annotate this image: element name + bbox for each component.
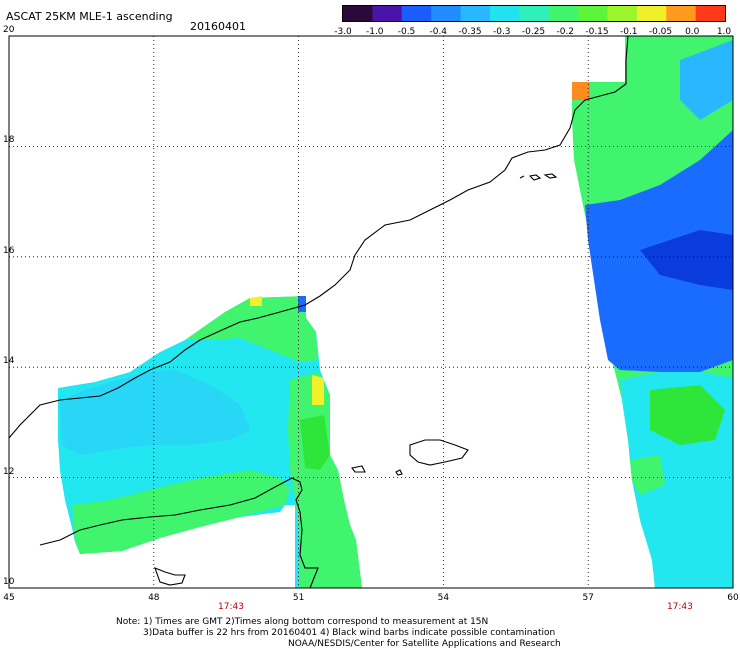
- color-scale-label: 1.0: [716, 27, 732, 37]
- longitude-label: 51: [292, 593, 305, 603]
- color-scale-label: -0.05: [648, 27, 673, 37]
- color-scale-label: -0.2: [556, 27, 575, 37]
- western-swath: [58, 296, 362, 588]
- arabian-coastline: [8, 35, 629, 439]
- color-scale-swatch: [519, 6, 550, 21]
- color-scale-swatch: [636, 6, 667, 21]
- latitude-label: 10: [3, 577, 15, 587]
- latitude-label: 18: [3, 135, 15, 146]
- note-line-2: 3)Data buffer is 22 hrs from 20160401 4)…: [143, 628, 556, 638]
- map-title: ASCAT 25KM MLE-1 ascending: [6, 10, 173, 23]
- longitude-label: 60: [727, 593, 739, 603]
- longitude-label: 45: [3, 593, 15, 603]
- horn-coast-fragment: [154, 567, 186, 586]
- color-scale-swatch: [489, 6, 520, 21]
- small-island: [395, 469, 403, 476]
- latitude-label: 12: [3, 466, 15, 477]
- color-scale-label: -1.0: [365, 27, 384, 37]
- color-scale-swatch: [372, 6, 403, 21]
- color-scale-swatch: [578, 6, 608, 21]
- color-scale-swatch: [695, 6, 726, 21]
- color-scale-swatch: [607, 6, 638, 21]
- longitude-label: 54: [437, 593, 450, 603]
- longitude-label: 57: [582, 593, 594, 603]
- socotra-island: [409, 439, 469, 466]
- coastlines: [8, 35, 629, 589]
- longitude-label: 48: [148, 593, 160, 603]
- color-scale-label: -0.5: [397, 27, 416, 37]
- color-scale-label: -0.35: [458, 27, 482, 37]
- pass-time-label: 17:43: [218, 602, 244, 612]
- color-scale-bar: [342, 5, 726, 22]
- color-scale-label: -0.15: [585, 27, 609, 37]
- wind-swaths: [58, 36, 733, 588]
- eastern-swath: [572, 36, 733, 588]
- color-scale-label: 0.0: [685, 27, 700, 37]
- color-scale-swatch: [548, 6, 579, 21]
- color-scale-label: -0.4: [429, 27, 448, 37]
- color-scale-label: -3.0: [334, 27, 352, 37]
- color-scale-swatch: [343, 6, 373, 21]
- small-island: [351, 465, 366, 473]
- latitude-label: 16: [3, 245, 15, 256]
- color-scale-label: -0.1: [619, 27, 638, 37]
- pass-time-label: 17:43: [666, 602, 693, 612]
- kuria-muria-islands: [519, 173, 558, 181]
- color-scale-label: -0.3: [492, 27, 511, 37]
- map-date: 20160401: [190, 20, 246, 33]
- note-line-3: NOAA/NESDIS/Center for Satellite Applica…: [288, 639, 561, 649]
- somali-coastline: [39, 477, 319, 589]
- plot-frame: [8, 35, 734, 589]
- color-scale-swatch: [460, 6, 491, 21]
- latitude-label: 14: [3, 356, 15, 367]
- color-scale-swatch: [666, 6, 697, 21]
- color-scale-swatch: [401, 6, 432, 21]
- color-scale-swatch: [431, 6, 462, 21]
- latitude-label: 20: [3, 25, 15, 35]
- note-line-1: Note: 1) Times are GMT 2)Times along bot…: [116, 617, 489, 627]
- color-scale-label: -0.25: [521, 27, 546, 37]
